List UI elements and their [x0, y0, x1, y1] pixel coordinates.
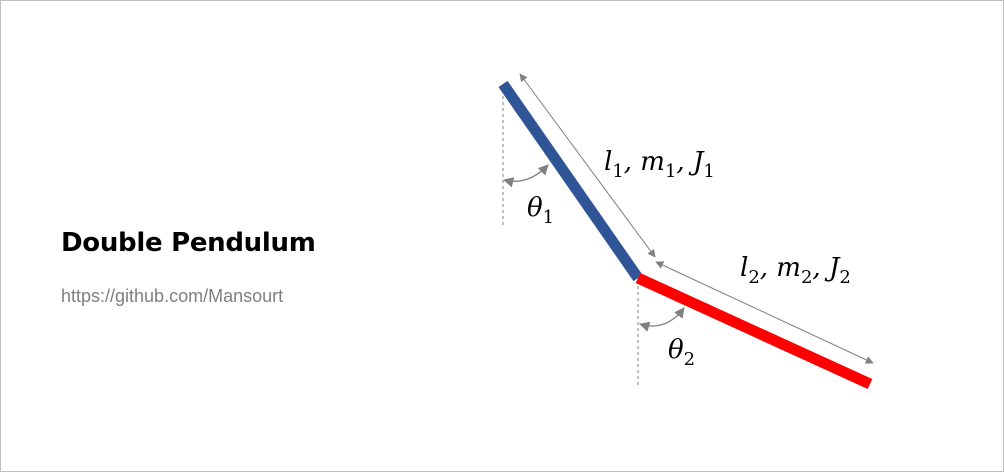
- angle-arc-theta-1: [502, 164, 549, 188]
- source-link[interactable]: https://github.com/Mansourt: [61, 286, 284, 306]
- pendulum-link-2: [635, 272, 873, 390]
- angle-arc-theta-2: [639, 307, 685, 332]
- link2-properties-label: l2, m2, J2: [740, 253, 851, 288]
- length-arrow-2: [655, 261, 874, 364]
- link1-properties-label: l1, m1, J1: [604, 147, 715, 182]
- theta2-label: θ2: [668, 335, 695, 370]
- length-arrow-1: [519, 73, 656, 258]
- page-title: Double Pendulum: [61, 228, 316, 258]
- theta1-label: θ1: [527, 193, 554, 228]
